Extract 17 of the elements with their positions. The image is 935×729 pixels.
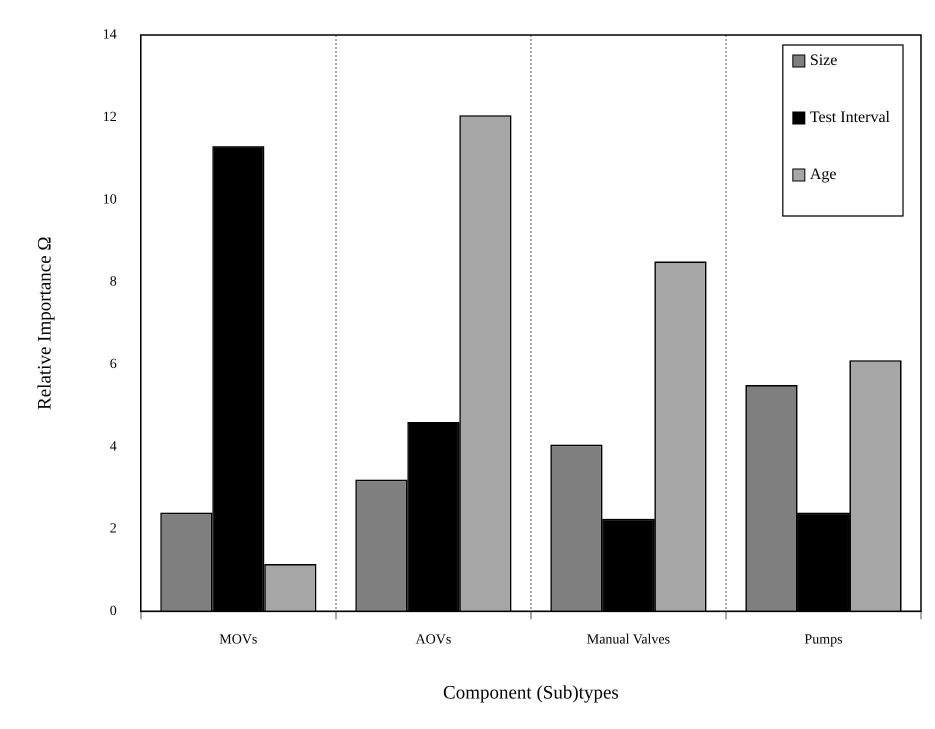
legend-label: Test Interval	[810, 109, 891, 126]
y-tick-label: 8	[110, 274, 117, 290]
y-tick-label: 6	[110, 357, 117, 372]
y-tick-label: 4	[110, 439, 117, 454]
legend-label: Age	[810, 166, 836, 184]
y-tick-label: 12	[102, 110, 117, 126]
legend-label: Size	[810, 52, 838, 70]
y-tick-label: 0	[110, 604, 117, 620]
y-tick-label: 14	[102, 28, 117, 43]
x-tick-label: Manual Valves	[586, 632, 670, 648]
x-tick-label: AOVs	[415, 632, 452, 648]
x-axis-title: Component (Sub)types	[443, 682, 619, 704]
y-axis-title: Relative Importance Ω	[34, 236, 56, 410]
y-tick-label: 2	[110, 522, 117, 537]
x-tick-label: MOVs	[219, 632, 258, 648]
x-tick-label: Pumps	[804, 632, 843, 648]
y-tick-label: 10	[102, 192, 117, 208]
